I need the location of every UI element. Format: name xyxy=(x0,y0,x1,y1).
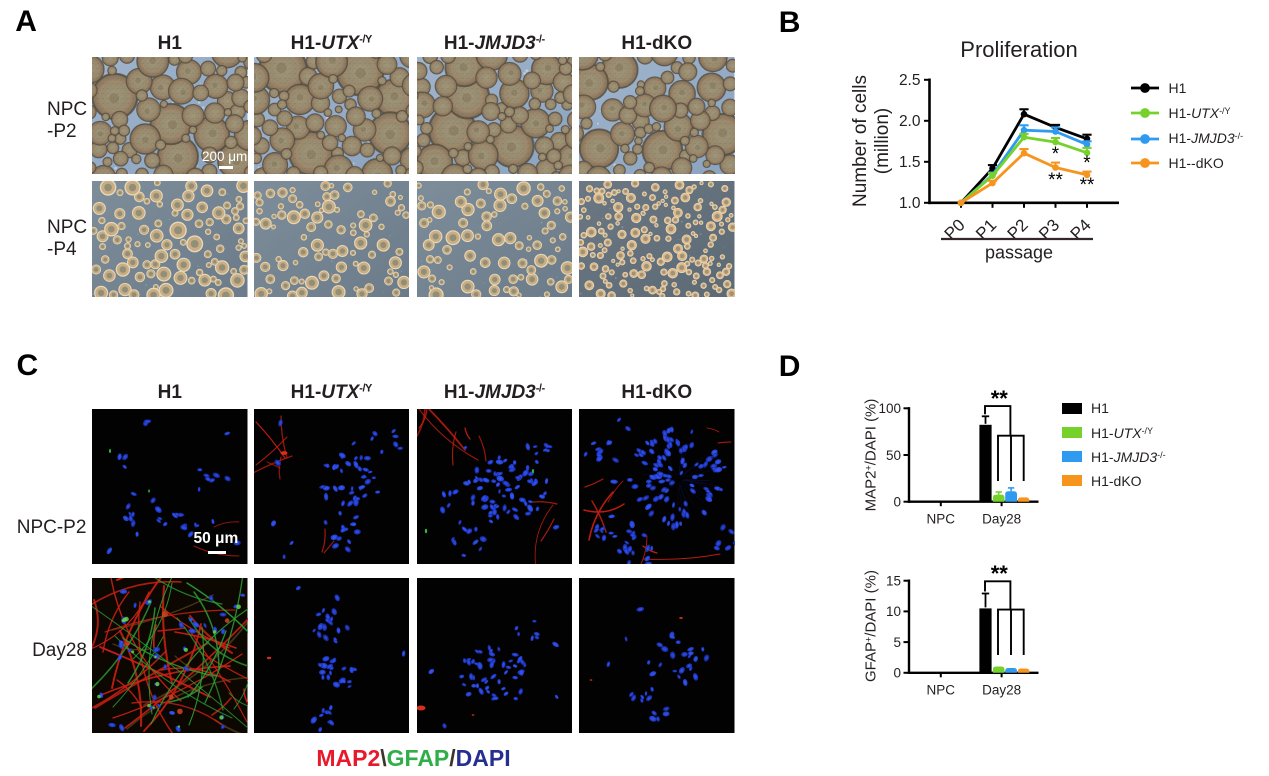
svg-text:2.5: 2.5 xyxy=(899,72,921,89)
svg-text:1.5: 1.5 xyxy=(899,154,921,171)
svg-text:0: 0 xyxy=(893,495,901,510)
svg-text:100: 100 xyxy=(878,401,901,416)
svg-text:NPC: NPC xyxy=(927,511,956,526)
svg-text:*: * xyxy=(1052,144,1060,165)
svg-text:**: ** xyxy=(991,561,1009,586)
svg-text:passage: passage xyxy=(985,243,1053,263)
svg-text:5: 5 xyxy=(893,635,901,650)
svg-text:0: 0 xyxy=(893,666,901,681)
svg-text:10: 10 xyxy=(886,604,901,619)
svg-text:Day28: Day28 xyxy=(982,682,1021,697)
svg-text:*: * xyxy=(1083,153,1091,174)
svg-text:**: ** xyxy=(991,386,1009,411)
svg-text:15: 15 xyxy=(886,574,901,589)
svg-text:1.0: 1.0 xyxy=(899,195,921,212)
svg-text:50: 50 xyxy=(886,448,901,463)
svg-text:**: ** xyxy=(1080,175,1095,196)
svg-text:**: ** xyxy=(1048,170,1063,191)
svg-text:2.0: 2.0 xyxy=(899,113,921,130)
svg-text:Day28: Day28 xyxy=(982,511,1021,526)
svg-text:NPC: NPC xyxy=(927,682,956,697)
